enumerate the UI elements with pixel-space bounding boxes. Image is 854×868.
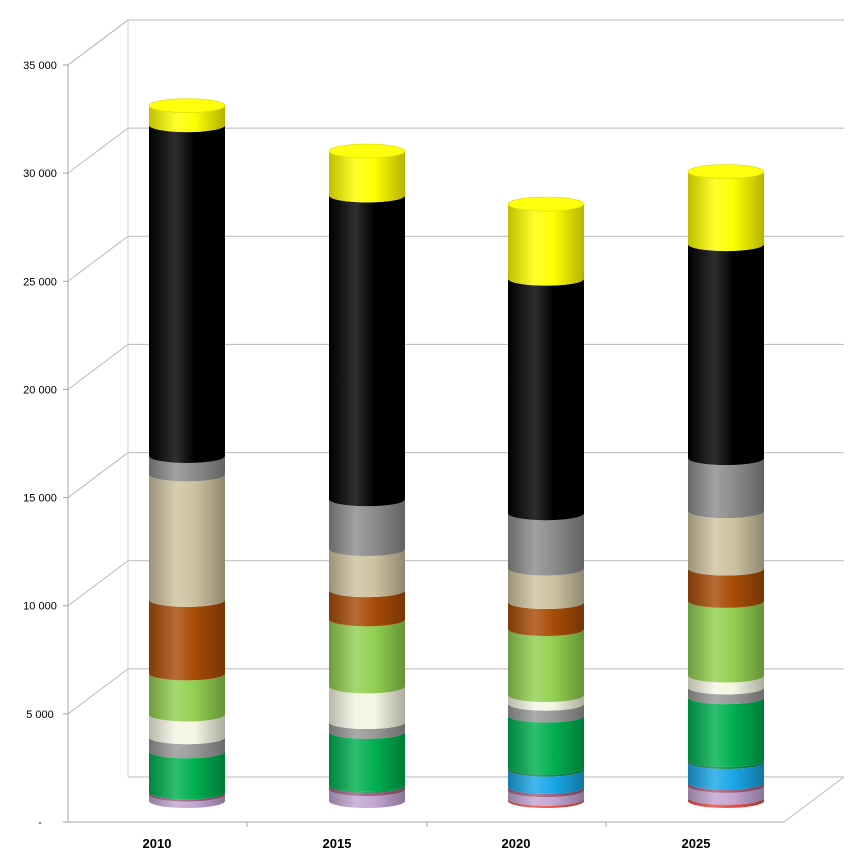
bar-segment <box>688 687 764 705</box>
bar-segment <box>688 171 764 252</box>
bar-2020 <box>507 196 585 808</box>
bar-segment <box>149 714 225 745</box>
wall-top-edge <box>67 19 129 66</box>
bar-segment <box>329 686 405 730</box>
bar-segment <box>508 204 584 286</box>
gridline-side <box>67 127 129 174</box>
y-tick-label: 10 000 <box>23 601 57 613</box>
bar-segment <box>329 549 405 598</box>
bar-2015 <box>328 143 406 808</box>
bar-segment <box>688 600 764 683</box>
x-tick-label: 2010 <box>143 836 172 851</box>
bar-top-cap <box>687 164 765 179</box>
bar-segment <box>329 789 405 808</box>
gridline-side <box>67 560 129 607</box>
bar-segment <box>149 737 225 759</box>
bar-segment <box>508 602 584 637</box>
bar-segment <box>149 794 225 808</box>
bar-segment <box>688 511 764 576</box>
bar-segment <box>508 695 584 711</box>
y-tick-label: 15 000 <box>23 493 57 505</box>
bar-segment <box>329 195 405 507</box>
y-tick-label: 20 000 <box>23 384 57 396</box>
bar-segment <box>329 151 405 203</box>
bar-top-cap <box>507 196 585 212</box>
bar-segment <box>149 673 225 722</box>
y-tick-label: 25 000 <box>23 276 57 288</box>
bar-segment <box>508 568 584 610</box>
bar-segment <box>508 769 584 794</box>
bar-segment <box>149 792 225 802</box>
bar-segment <box>688 675 764 695</box>
bar-segment <box>149 456 225 482</box>
bar-segment <box>688 797 764 808</box>
bar-segment <box>508 513 584 576</box>
bar-2025 <box>687 164 765 808</box>
bar-segment <box>508 767 584 777</box>
floor-right-edge <box>783 776 845 823</box>
bar-segment <box>508 278 584 521</box>
x-tick-label: 2015 <box>323 836 352 851</box>
x-tick-label: 2025 <box>682 836 711 851</box>
bar-2010 <box>148 98 226 808</box>
bar-segment <box>688 759 764 770</box>
bar-segment <box>688 458 764 519</box>
bar-segment <box>508 703 584 723</box>
bar-segment <box>508 786 584 798</box>
y-tick-label: 30 000 <box>23 168 57 180</box>
bar-segment <box>329 590 405 627</box>
bar-segment <box>688 782 764 793</box>
bar-segment <box>149 599 225 681</box>
bar-segment <box>329 499 405 557</box>
x-tick-label: 2020 <box>502 836 531 851</box>
bar-top-cap <box>148 98 226 113</box>
gridline-side <box>67 235 129 282</box>
bar-segment <box>688 762 764 790</box>
gridline-side <box>67 668 129 715</box>
y-tick-label: - <box>38 817 42 829</box>
gridline-side <box>67 452 129 498</box>
bar-segment <box>508 798 584 808</box>
bar-segment <box>149 751 225 800</box>
bar-segment <box>329 785 405 797</box>
bar-segment <box>329 722 405 739</box>
bar-segment <box>149 474 225 607</box>
bar-top-cap <box>328 143 406 159</box>
y-tick-label: 35 000 <box>23 60 57 72</box>
gridline-side <box>67 344 129 390</box>
bar-segment <box>508 629 584 703</box>
bar-segment <box>329 619 405 694</box>
bar-segment <box>688 785 764 805</box>
chart-labels: - 5 000 10 000 15 000 20 000 25 000 30 000 35 0… <box>23 60 710 851</box>
y-tick-label: 5 000 <box>26 709 54 721</box>
bar-segment <box>688 568 764 608</box>
bar-segment <box>688 244 764 466</box>
bar-segment <box>688 697 764 767</box>
bar-segment <box>508 715 584 775</box>
bar-segment <box>508 790 584 806</box>
bar-segment <box>149 125 225 464</box>
bar-segment <box>329 731 405 792</box>
bar-segment <box>149 105 225 133</box>
chart-bars <box>148 98 765 808</box>
